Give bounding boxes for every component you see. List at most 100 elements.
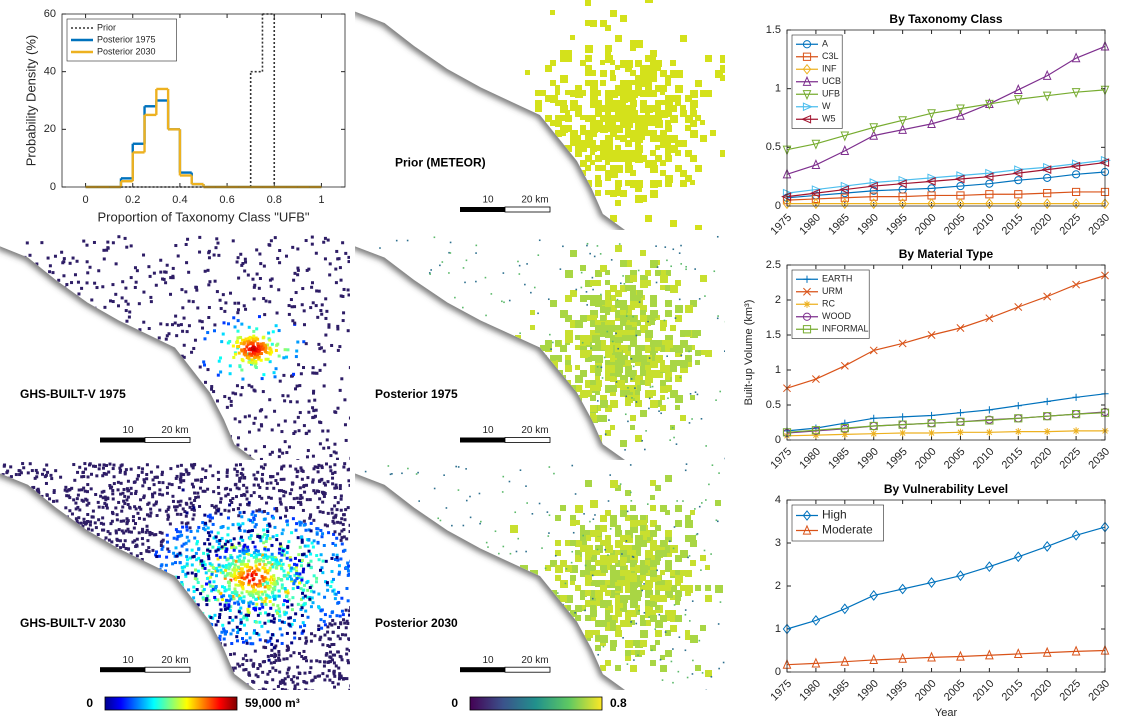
legend-label: High — [822, 508, 847, 522]
map-pixel — [338, 614, 342, 618]
map-pixel — [387, 382, 389, 384]
map-pixel — [537, 312, 539, 315]
map-pixel — [201, 467, 205, 471]
map-pixel — [236, 443, 240, 447]
map-pixel — [69, 638, 73, 642]
marker — [896, 179, 907, 189]
map-pixel — [148, 564, 152, 568]
map-pixel — [72, 607, 76, 611]
map-pixel — [650, 180, 658, 188]
y-tick-label: 4 — [775, 494, 781, 506]
map-pixel — [333, 463, 337, 467]
map-pixel — [223, 643, 227, 647]
map-pixel — [635, 435, 642, 442]
map-pixel — [212, 668, 216, 672]
map-pixel — [395, 334, 397, 337]
map-pixel — [85, 281, 89, 285]
map-pixel — [600, 80, 606, 86]
map-pixel — [190, 688, 194, 690]
map-pixel — [4, 519, 8, 523]
map-pixel — [289, 298, 293, 302]
map-pixel — [203, 489, 207, 493]
map-pixel — [231, 344, 235, 348]
map-pixel — [199, 671, 203, 675]
map-pixel — [70, 570, 74, 574]
map-pixel — [640, 195, 647, 202]
map-pixel — [56, 443, 60, 447]
map-pixel — [62, 364, 66, 368]
map-pixel — [525, 70, 530, 75]
map-pixel — [323, 595, 327, 599]
map-pixel — [78, 606, 82, 610]
map-pixel — [236, 507, 240, 511]
map-pixel — [174, 623, 178, 627]
map-pixel — [96, 533, 100, 537]
map-pixel — [161, 277, 165, 281]
map-pixel — [157, 581, 161, 585]
map-pixel — [610, 390, 616, 396]
map-pixel — [595, 165, 601, 171]
map-pixel — [11, 547, 15, 551]
map-pixel — [449, 252, 452, 254]
map-pixel — [197, 556, 201, 560]
map-pixel — [17, 422, 21, 426]
map-pixel — [570, 290, 577, 297]
marker — [1014, 402, 1022, 410]
map-pixel — [605, 100, 612, 107]
map-pixel — [685, 355, 692, 362]
map-pixel — [670, 345, 677, 352]
map-pixel — [214, 511, 218, 515]
map-pixel — [213, 505, 217, 509]
map-pixel — [160, 547, 164, 551]
map-pixel — [317, 289, 321, 293]
legend-label: UCB — [822, 76, 841, 86]
map-pixel — [243, 493, 247, 497]
map-pixel — [619, 282, 622, 285]
map-pixel — [660, 85, 667, 92]
map-pixel — [298, 384, 302, 388]
map-pixel — [640, 365, 646, 371]
map-pixel — [216, 470, 220, 474]
map-pixel — [308, 514, 312, 518]
map-pixel — [330, 658, 334, 662]
scale-label: 20 km — [521, 425, 548, 436]
map-pixel — [630, 335, 637, 342]
map-pixel — [174, 607, 178, 611]
map-pixel — [47, 674, 51, 678]
map-pixel — [650, 320, 655, 325]
map-pixel — [75, 602, 79, 606]
map-pixel — [600, 140, 605, 145]
map-pixel — [118, 539, 122, 543]
map-pixel — [675, 375, 682, 382]
map-pixel — [125, 566, 129, 570]
map-pixel — [26, 578, 30, 582]
map-pixel — [520, 390, 525, 395]
map-pixel — [56, 559, 60, 563]
map-pixel — [241, 338, 245, 342]
map-pixel — [606, 330, 609, 333]
map-pixel — [640, 130, 646, 136]
map-pixel — [76, 568, 80, 572]
map-pixel — [590, 280, 596, 286]
map-pixel — [640, 70, 648, 78]
map-pixel — [261, 472, 265, 476]
map-pixel — [269, 239, 273, 243]
map-pixel — [590, 315, 597, 322]
map-pixel — [207, 411, 211, 415]
marker — [781, 192, 792, 201]
map-pixel — [175, 505, 179, 509]
map-pixel — [595, 120, 603, 128]
map-pixel — [210, 387, 214, 391]
map-pixel — [187, 688, 191, 690]
map-pixel — [185, 421, 189, 425]
map-pixel — [666, 355, 668, 357]
map-pixel — [221, 525, 225, 529]
map-pixel — [279, 563, 283, 567]
map-pixel — [124, 309, 128, 313]
map-pixel — [312, 574, 316, 578]
map-pixel — [113, 642, 117, 646]
map-pixel — [545, 410, 552, 417]
map-pixel — [560, 145, 567, 152]
map-pixel — [696, 393, 699, 396]
map-pixel — [99, 689, 103, 690]
